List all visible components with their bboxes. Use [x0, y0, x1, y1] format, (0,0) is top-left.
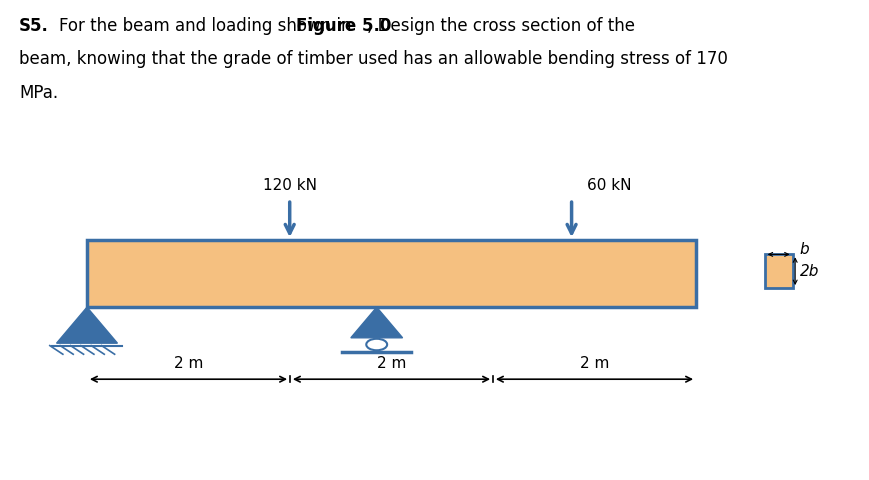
Text: Figure 5.0: Figure 5.0: [295, 17, 391, 35]
Text: 2 m: 2 m: [174, 356, 203, 371]
Text: 60 kN: 60 kN: [587, 179, 631, 193]
Text: 2 m: 2 m: [376, 356, 406, 371]
Text: 120 kN: 120 kN: [262, 179, 316, 193]
Bar: [764, 254, 792, 288]
Polygon shape: [350, 307, 402, 338]
Circle shape: [366, 339, 387, 350]
Text: 2b: 2b: [799, 264, 818, 279]
Text: MPa.: MPa.: [19, 84, 58, 102]
Text: S5.: S5.: [19, 17, 49, 35]
Polygon shape: [56, 307, 117, 343]
Text: 2 m: 2 m: [579, 356, 608, 371]
Text: , Design the cross section of the: , Design the cross section of the: [367, 17, 634, 35]
Text: b: b: [799, 242, 808, 257]
Text: For the beam and loading shown in: For the beam and loading shown in: [59, 17, 356, 35]
Text: beam, knowing that the grade of timber used has an allowable bending stress of 1: beam, knowing that the grade of timber u…: [19, 50, 727, 68]
Bar: [87, 240, 695, 307]
